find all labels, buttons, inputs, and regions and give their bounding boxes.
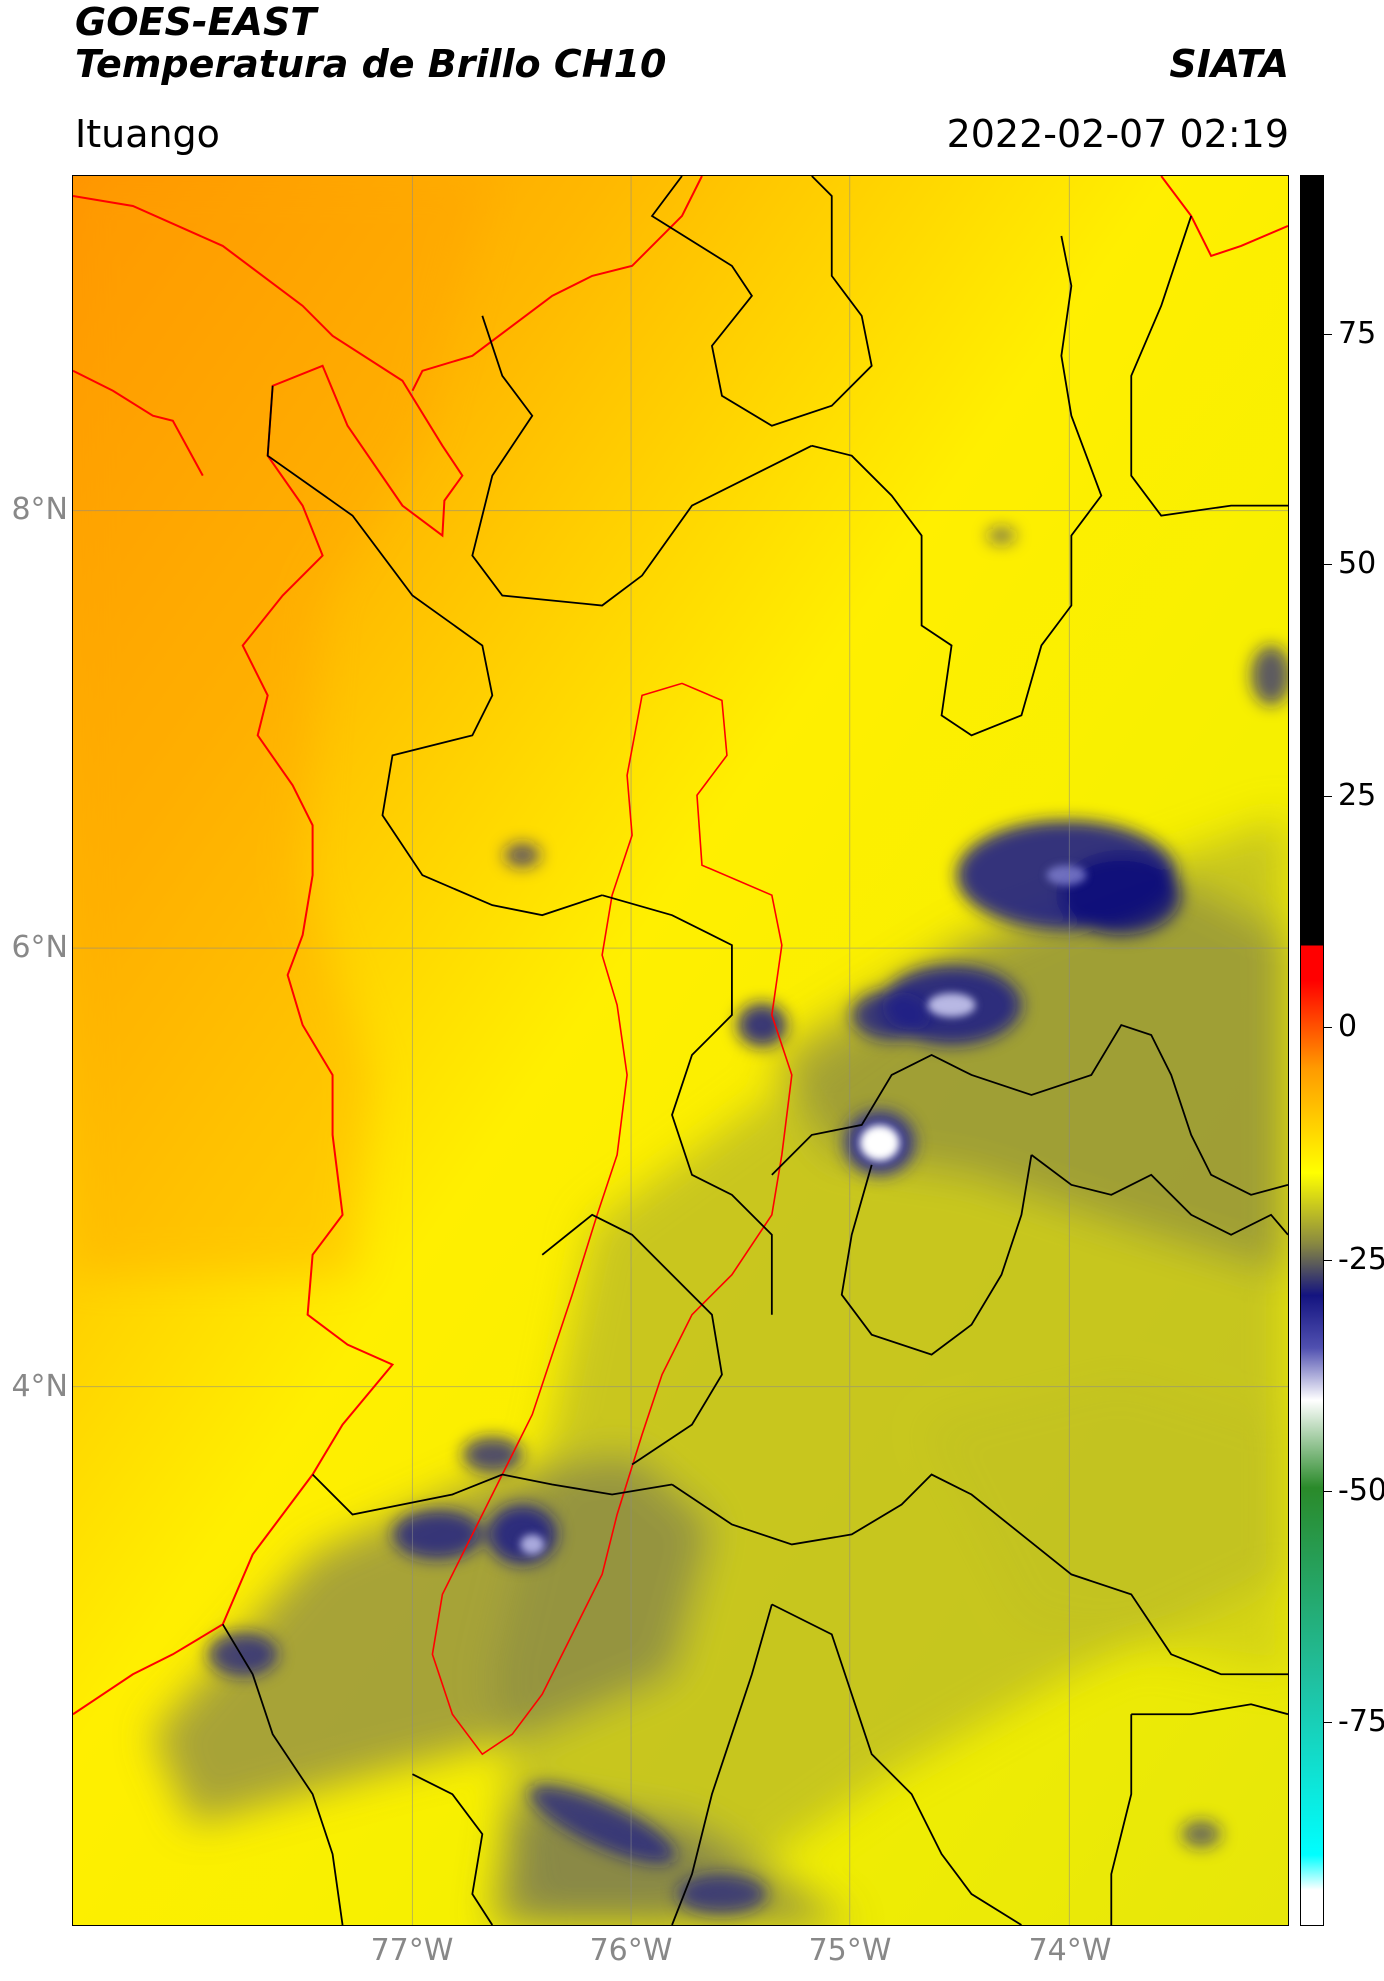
datetime-label: 2022-02-07 02:19	[946, 112, 1289, 156]
lon-label-77w: 77°W	[370, 1933, 454, 1968]
colorbar	[1300, 175, 1324, 1926]
colorbar-tick	[1324, 1027, 1332, 1028]
colorbar-label-50: 50	[1338, 546, 1377, 581]
lon-label-76w: 76°W	[589, 1933, 673, 1968]
colorbar-label-0: 0	[1338, 1009, 1358, 1044]
colorbar-label-25: 25	[1338, 778, 1377, 813]
lat-label-4n: 4°N	[11, 1369, 68, 1404]
colorbar-tick	[1324, 1260, 1332, 1261]
location-label: Ituango	[75, 112, 220, 156]
colorbar-tick	[1324, 564, 1332, 565]
colorbar-label-minus25: -25	[1338, 1242, 1384, 1277]
lat-label-6n: 6°N	[11, 930, 68, 965]
lat-label-8n: 8°N	[11, 492, 68, 527]
coastline	[73, 176, 1288, 1716]
organization-label: SIATA	[1169, 42, 1289, 86]
title-line-1: GOES-EAST	[75, 0, 317, 44]
colorbar-label-75: 75	[1338, 316, 1377, 351]
warm-ocean-region	[73, 176, 493, 1275]
lon-label-75w: 75°W	[808, 1933, 892, 1968]
lon-label-74w: 74°W	[1028, 1933, 1112, 1968]
colorbar-tick	[1324, 334, 1332, 335]
satellite-map	[72, 175, 1289, 1926]
colorbar-label-minus75: -75	[1338, 1704, 1384, 1739]
admin-borders	[221, 176, 1288, 1925]
colorbar-label-minus50: -50	[1338, 1473, 1384, 1508]
basin-outline	[431, 682, 793, 1756]
graticule	[73, 176, 1288, 1925]
colorbar-tick	[1324, 1722, 1332, 1723]
cold-cloud-tops	[520, 865, 1087, 1555]
colorbar-tick	[1324, 1491, 1332, 1492]
colorbar-tick	[1324, 796, 1332, 797]
map-canvas	[73, 176, 1288, 1925]
title-line-2: Temperatura de Brillo CH10	[75, 42, 667, 86]
cloud-field	[152, 815, 1288, 1925]
